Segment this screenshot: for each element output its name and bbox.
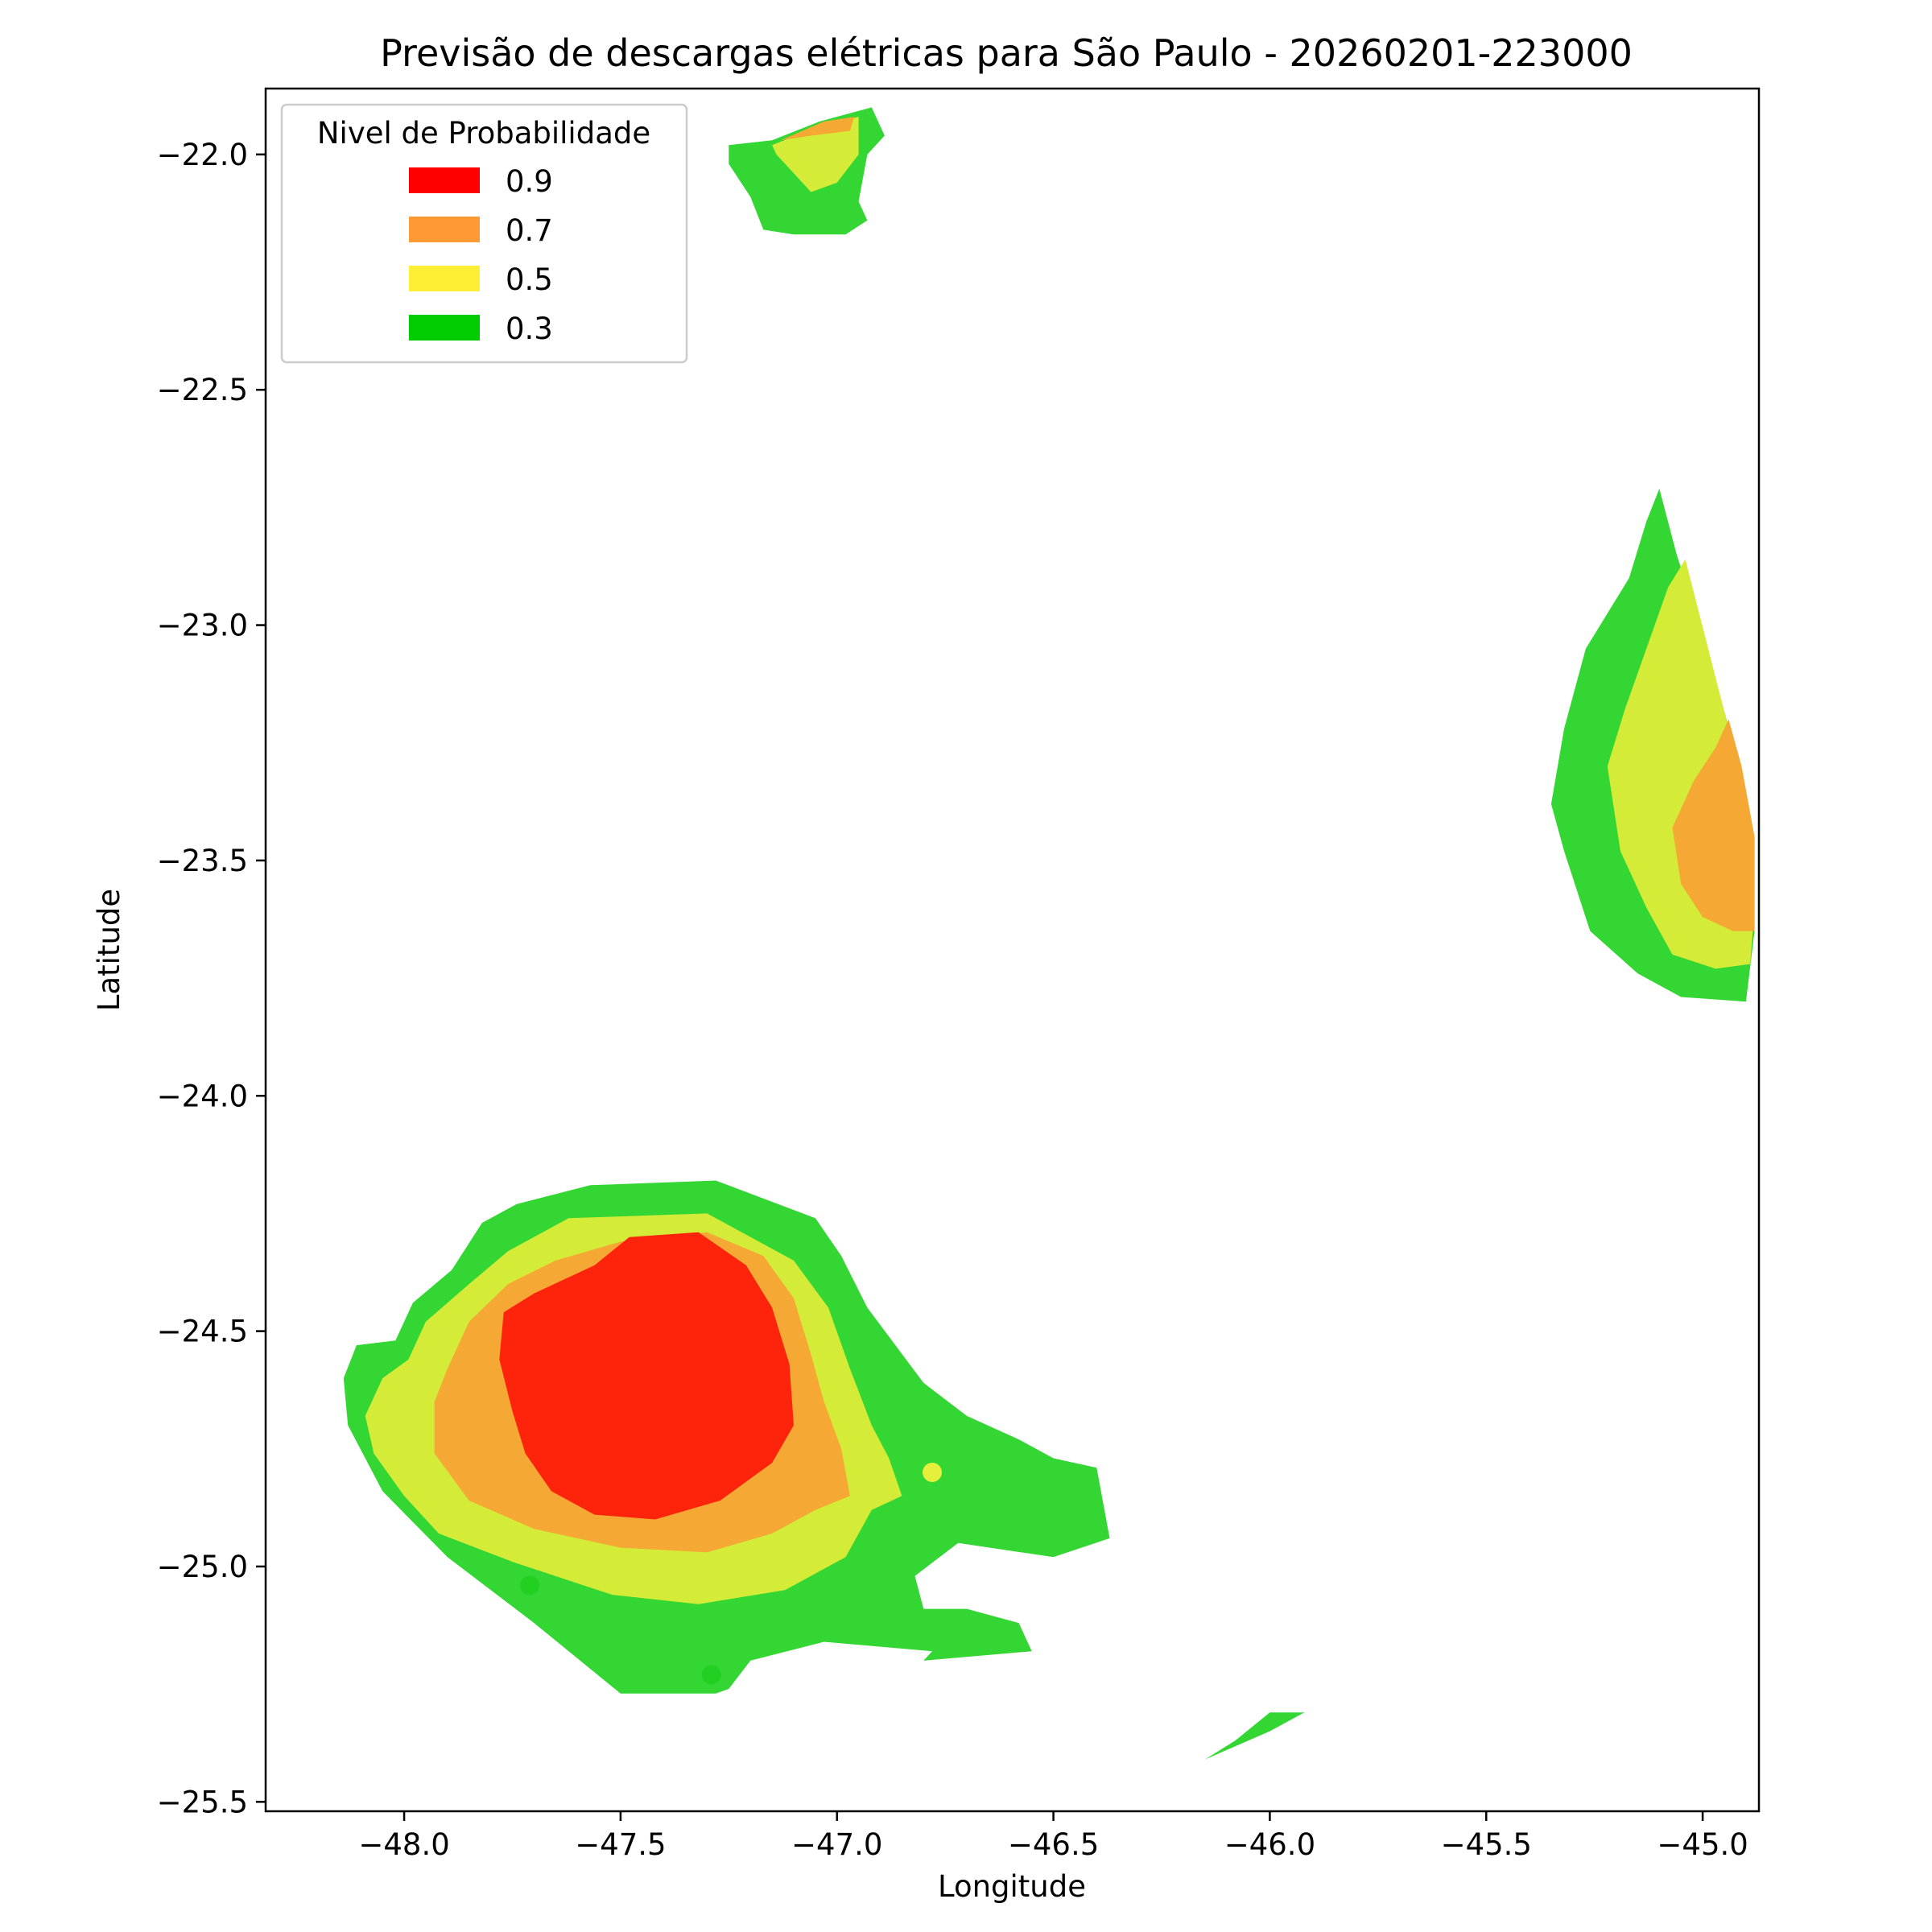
legend-swatch-0_9	[409, 167, 480, 193]
chart-title: Previsão de descargas elétricas para São…	[380, 31, 1633, 75]
legend-entries: 0.9 0.7 0.5 0.3	[409, 164, 553, 346]
cell-north-level-0_7	[780, 117, 855, 141]
cell-north-level-0_5	[772, 117, 859, 192]
y-axis: −22.0 −22.5 −23.0 −23.5 −24.0 −24.5 −25.0 −25.5	[157, 138, 266, 1819]
legend: Nivel de Probabilidade 0.9 0.7 0.5 0.3	[280, 103, 688, 364]
probability-points	[519, 1463, 943, 1685]
y-tick-label: −22.0	[157, 138, 248, 172]
legend-label-0_5: 0.5	[506, 262, 553, 297]
x-tick-label: −48.0	[358, 1827, 449, 1862]
cell-east-level-0_7	[1672, 719, 1755, 931]
strip-south-level-0_3	[1204, 1712, 1305, 1760]
x-tick-label: −47.5	[575, 1827, 666, 1862]
legend-swatch-0_3	[409, 315, 480, 341]
x-tick-label: −45.0	[1657, 1827, 1748, 1862]
x-axis: −48.0 −47.5 −47.0 −46.5 −46.0 −45.5 −45.0	[358, 1811, 1748, 1862]
point-green-2	[701, 1665, 721, 1685]
x-tick-label: −46.0	[1224, 1827, 1315, 1862]
legend-frame	[280, 103, 688, 364]
x-axis-label: Longitude	[938, 1869, 1086, 1904]
y-tick-label: −24.5	[157, 1315, 248, 1349]
probability-contours	[343, 107, 1755, 1760]
y-axis-label: Latitude	[92, 889, 126, 1011]
legend-label-0_9: 0.9	[506, 164, 553, 199]
legend-swatch-0_5	[409, 266, 480, 291]
y-tick-label: −23.0	[157, 609, 248, 643]
plot-frame	[264, 87, 1761, 1813]
x-tick-label: −47.0	[791, 1827, 882, 1862]
point-yellow	[923, 1463, 943, 1483]
legend-label-0_3: 0.3	[506, 312, 553, 346]
legend-label-0_7: 0.7	[506, 213, 553, 248]
point-green-1	[519, 1575, 539, 1596]
y-tick-label: −23.5	[157, 844, 248, 878]
plot-area	[343, 107, 1755, 1760]
x-tick-label: −45.5	[1441, 1827, 1532, 1862]
y-tick-label: −25.5	[157, 1785, 248, 1819]
cell-southwest-level-0_9	[499, 1232, 794, 1520]
y-tick-label: −25.0	[157, 1550, 248, 1584]
y-tick-label: −22.5	[157, 373, 248, 407]
legend-swatch-0_7	[409, 217, 480, 242]
y-tick-label: −24.0	[157, 1079, 248, 1113]
x-tick-label: −46.5	[1008, 1827, 1099, 1862]
legend-title: Nivel de Probabilidade	[317, 116, 650, 151]
